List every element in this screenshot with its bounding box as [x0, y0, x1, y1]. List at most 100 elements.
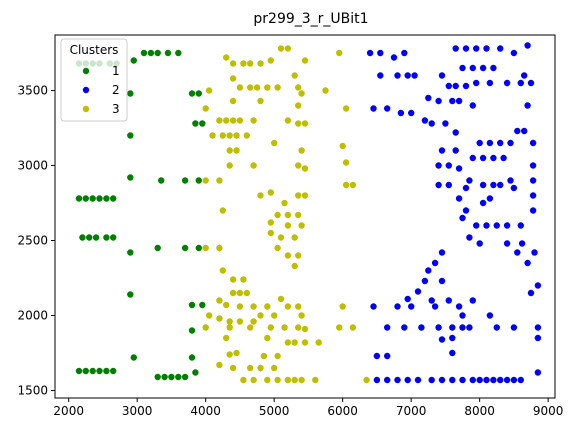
data-point [298, 90, 305, 97]
data-point [257, 97, 264, 105]
data-point [435, 162, 442, 169]
data-point [466, 324, 473, 331]
data-point [96, 195, 103, 202]
x-tick-label: 7000 [396, 404, 427, 418]
data-point [490, 181, 497, 189]
data-point [531, 249, 538, 256]
data-point [438, 376, 446, 384]
data-point [384, 376, 391, 384]
data-point [449, 376, 456, 384]
data-point [229, 276, 237, 283]
data-point [507, 177, 514, 184]
axes: 2000 3000 4000 5000 6000 7000 8000 9000 1500 2000… [17, 84, 563, 419]
data-point [473, 79, 480, 87]
data-point [130, 354, 137, 361]
data-point [449, 349, 456, 357]
data-point [469, 376, 476, 384]
data-point [442, 120, 449, 127]
data-point [445, 297, 452, 304]
data-point [291, 72, 298, 79]
data-point [336, 324, 343, 331]
data-point [250, 376, 257, 384]
data-point [92, 234, 100, 241]
data-point [127, 291, 134, 298]
data-point [459, 64, 466, 72]
data-point [89, 367, 96, 375]
data-point [284, 222, 292, 229]
data-point [96, 367, 103, 375]
data-point [181, 244, 189, 252]
data-point [449, 324, 456, 331]
legend-label: 3 [112, 102, 120, 116]
data-point [229, 117, 237, 124]
data-point [479, 154, 487, 162]
data-point [267, 324, 274, 331]
data-point [236, 84, 244, 91]
data-point [503, 222, 511, 229]
data-point [339, 303, 346, 310]
data-point [390, 54, 398, 61]
data-point [195, 177, 202, 184]
legend-marker [82, 105, 90, 113]
x-tick-label: 3000 [122, 404, 153, 418]
data-point [517, 79, 524, 87]
data-point [414, 376, 422, 384]
data-point [250, 162, 257, 169]
data-point [267, 229, 274, 237]
data-point [202, 244, 209, 252]
data-point [445, 162, 452, 169]
data-point [267, 57, 274, 64]
data-point [168, 373, 175, 381]
data-point [233, 147, 240, 154]
data-point [291, 339, 298, 346]
plot-area-frame [54, 34, 556, 399]
data-point [260, 352, 268, 360]
data-point [295, 84, 302, 91]
data-point [127, 174, 134, 181]
data-point [370, 105, 377, 112]
data-point [264, 84, 271, 91]
data-point [510, 184, 518, 192]
data-point [486, 312, 494, 319]
data-point [253, 84, 261, 91]
data-point [490, 376, 497, 384]
data-point [291, 262, 298, 270]
data-point [264, 303, 271, 310]
data-point [529, 162, 537, 169]
data-point [236, 117, 244, 124]
data-point [490, 154, 497, 162]
y-tick-label: 2500 [17, 234, 48, 248]
data-point [497, 376, 504, 384]
data-point [452, 129, 459, 136]
data-point [459, 376, 466, 384]
data-point [455, 195, 463, 202]
data-point [370, 303, 377, 310]
data-point [438, 277, 446, 285]
data-point [503, 79, 511, 87]
data-point [524, 259, 531, 267]
data-point [192, 120, 199, 127]
data-point [517, 222, 524, 229]
data-point [452, 45, 459, 52]
data-point [418, 324, 425, 331]
data-point [243, 132, 250, 139]
data-point [462, 82, 470, 90]
data-point [82, 367, 90, 375]
data-point [534, 369, 542, 376]
data-point [274, 244, 281, 252]
data-point [425, 267, 432, 274]
data-point [301, 57, 309, 64]
data-point [363, 376, 370, 384]
data-point [284, 376, 292, 384]
data-point [103, 195, 110, 202]
data-point [188, 90, 196, 97]
data-point [188, 327, 196, 334]
data-point [264, 376, 271, 384]
x-tick-label: 6000 [327, 404, 358, 418]
data-point [284, 45, 292, 52]
data-point [301, 192, 309, 199]
data-point [521, 127, 528, 135]
data-point [394, 72, 401, 79]
data-point [295, 252, 302, 259]
data-point [493, 222, 500, 229]
